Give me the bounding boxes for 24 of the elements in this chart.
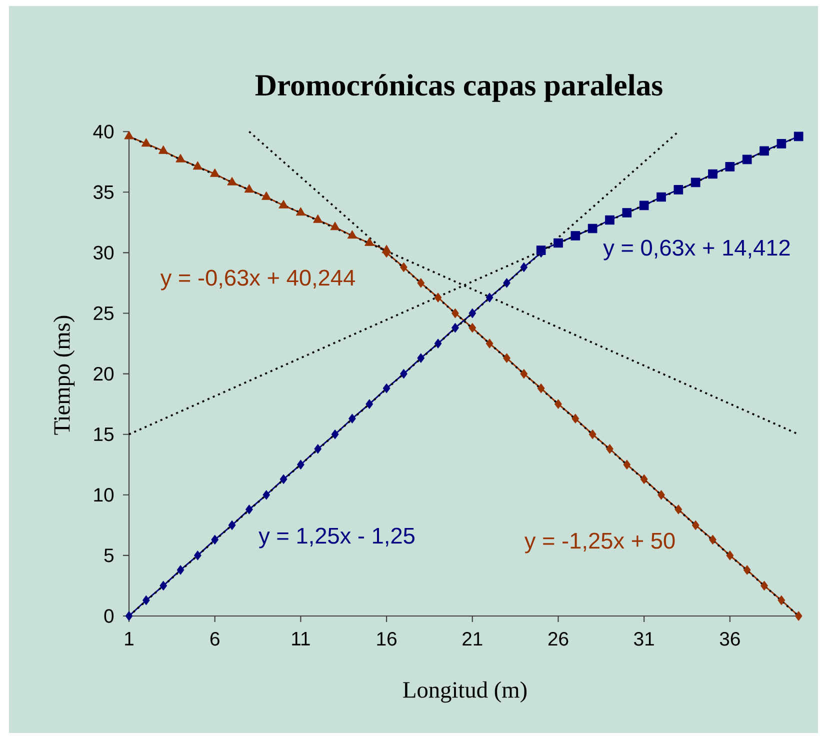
y-tick-label: 0 — [104, 609, 114, 623]
x-tick-label: 1 — [125, 632, 134, 646]
x-tick-label: 6 — [210, 632, 220, 646]
x-tick-label: 36 — [720, 632, 740, 646]
y-tick-label: 15 — [94, 428, 114, 442]
y-tick-label: 30 — [94, 246, 114, 260]
y-tick-label: 5 — [104, 548, 114, 562]
annotation: y = -1,25x + 50 — [524, 532, 675, 554]
y-tick-label: 10 — [94, 488, 114, 502]
annotation: y = 0,63x + 14,412 — [603, 240, 790, 260]
chart-title: Dromocrónicas capas paralelas — [255, 74, 662, 102]
y-tick-label: 40 — [93, 124, 114, 138]
y-tick-label: 35 — [94, 185, 114, 199]
annotation: y = -0,63x + 40,244 — [160, 270, 355, 290]
y-axis-title: Tiempo (ms) — [53, 316, 75, 435]
annotation: y = 1,25x - 1,25 — [258, 528, 414, 548]
x-tick-label: 31 — [634, 632, 654, 646]
x-tick-label: 26 — [548, 632, 568, 646]
x-tick-label: 21 — [462, 632, 482, 646]
x-tick-label: 16 — [377, 632, 396, 646]
x-axis-title: Longitud (m) — [403, 681, 527, 703]
x-tick-label: 11 — [292, 632, 310, 646]
y-tick-label: 20 — [94, 366, 114, 381]
y-tick-label: 25 — [94, 306, 114, 320]
